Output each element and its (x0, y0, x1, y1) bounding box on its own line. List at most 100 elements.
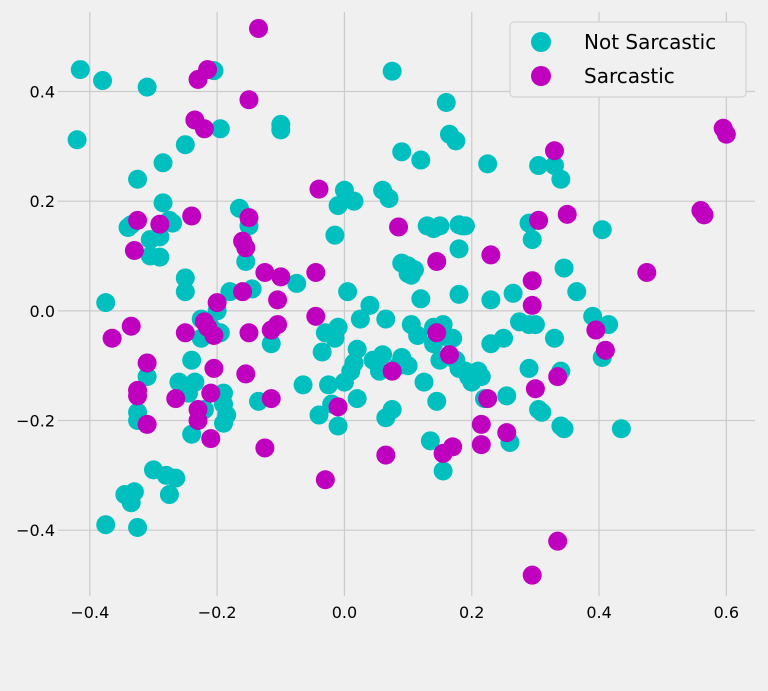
data-point (201, 429, 221, 449)
data-point (522, 565, 542, 585)
data-point (347, 339, 367, 359)
data-point (255, 438, 275, 458)
data-point (430, 216, 450, 236)
data-point (411, 150, 431, 170)
data-point (182, 350, 202, 370)
x-tick-labels: −0.4 −0.2 0.0 0.2 0.4 0.6 (70, 603, 739, 622)
data-point (382, 361, 402, 381)
data-point (637, 262, 657, 282)
data-point (494, 328, 514, 348)
legend-marker (531, 32, 551, 52)
data-point (427, 323, 447, 343)
data-point (392, 142, 412, 162)
data-point (175, 268, 195, 288)
data-point (236, 238, 256, 258)
data-point (481, 245, 501, 265)
data-point (350, 309, 370, 329)
data-point (159, 485, 179, 505)
data-point (261, 389, 281, 409)
data-point (414, 372, 434, 392)
data-point (532, 402, 552, 422)
data-point (306, 306, 326, 326)
data-point (182, 206, 202, 226)
data-point (455, 216, 475, 236)
data-point (271, 120, 291, 140)
data-point (503, 283, 523, 303)
data-point (481, 290, 501, 310)
data-point (175, 135, 195, 155)
y-tick-label: 0.2 (30, 192, 55, 211)
x-tick-label: −0.4 (70, 603, 109, 622)
data-point (96, 515, 116, 535)
data-point (557, 204, 577, 224)
data-point (261, 334, 281, 354)
data-point (554, 258, 574, 278)
legend-label: Not Sarcastic (584, 30, 716, 54)
x-tick-label: 0.2 (459, 603, 484, 622)
data-point (427, 391, 447, 411)
data-point (306, 262, 326, 282)
data-point (328, 416, 348, 436)
data-point (128, 386, 148, 406)
data-point (137, 367, 157, 387)
data-point (268, 290, 288, 310)
data-point (204, 358, 224, 378)
data-point (325, 225, 345, 245)
data-point (344, 191, 364, 211)
data-point (554, 419, 574, 439)
data-point (373, 345, 393, 365)
data-point (150, 247, 170, 267)
x-tick-label: 0.6 (714, 603, 739, 622)
data-point (293, 375, 313, 395)
data-point (236, 252, 256, 272)
data-point (188, 411, 208, 431)
data-point (233, 282, 253, 302)
data-point (497, 386, 517, 406)
data-point (408, 326, 428, 346)
data-point (567, 282, 587, 302)
data-point (544, 328, 564, 348)
legend-box (509, 21, 747, 98)
y-tick-label: 0.4 (30, 83, 55, 102)
y-tick-label: −0.2 (16, 412, 55, 431)
data-point (204, 326, 224, 346)
data-point (529, 210, 549, 230)
data-point (471, 414, 491, 434)
data-point (93, 71, 113, 91)
data-point (420, 431, 440, 451)
data-point (128, 517, 148, 537)
data-point (525, 379, 545, 399)
legend: Not Sarcastic Sarcastic (509, 21, 747, 98)
data-point (328, 397, 348, 417)
data-point (201, 383, 221, 403)
data-point (398, 356, 418, 376)
data-point (128, 210, 148, 230)
data-point (398, 264, 418, 284)
data-point (271, 267, 291, 287)
data-point (175, 323, 195, 343)
data-point (150, 214, 170, 234)
data-point (449, 239, 469, 259)
data-point (255, 262, 275, 282)
data-point (188, 69, 208, 89)
data-point (716, 124, 736, 144)
data-point (548, 531, 568, 551)
data-point (309, 405, 329, 425)
data-point (121, 493, 141, 513)
data-point (427, 252, 447, 272)
data-point (471, 367, 491, 387)
data-point (213, 413, 233, 433)
legend-marker (531, 66, 551, 86)
data-point (96, 293, 116, 313)
data-point (439, 345, 459, 365)
data-point (166, 389, 186, 409)
data-point (128, 169, 148, 189)
data-point (153, 193, 173, 213)
x-tick-label: −0.2 (198, 603, 237, 622)
data-point (376, 309, 396, 329)
data-point (347, 389, 367, 409)
data-point (522, 271, 542, 291)
data-point (586, 320, 606, 340)
data-point (551, 169, 571, 189)
